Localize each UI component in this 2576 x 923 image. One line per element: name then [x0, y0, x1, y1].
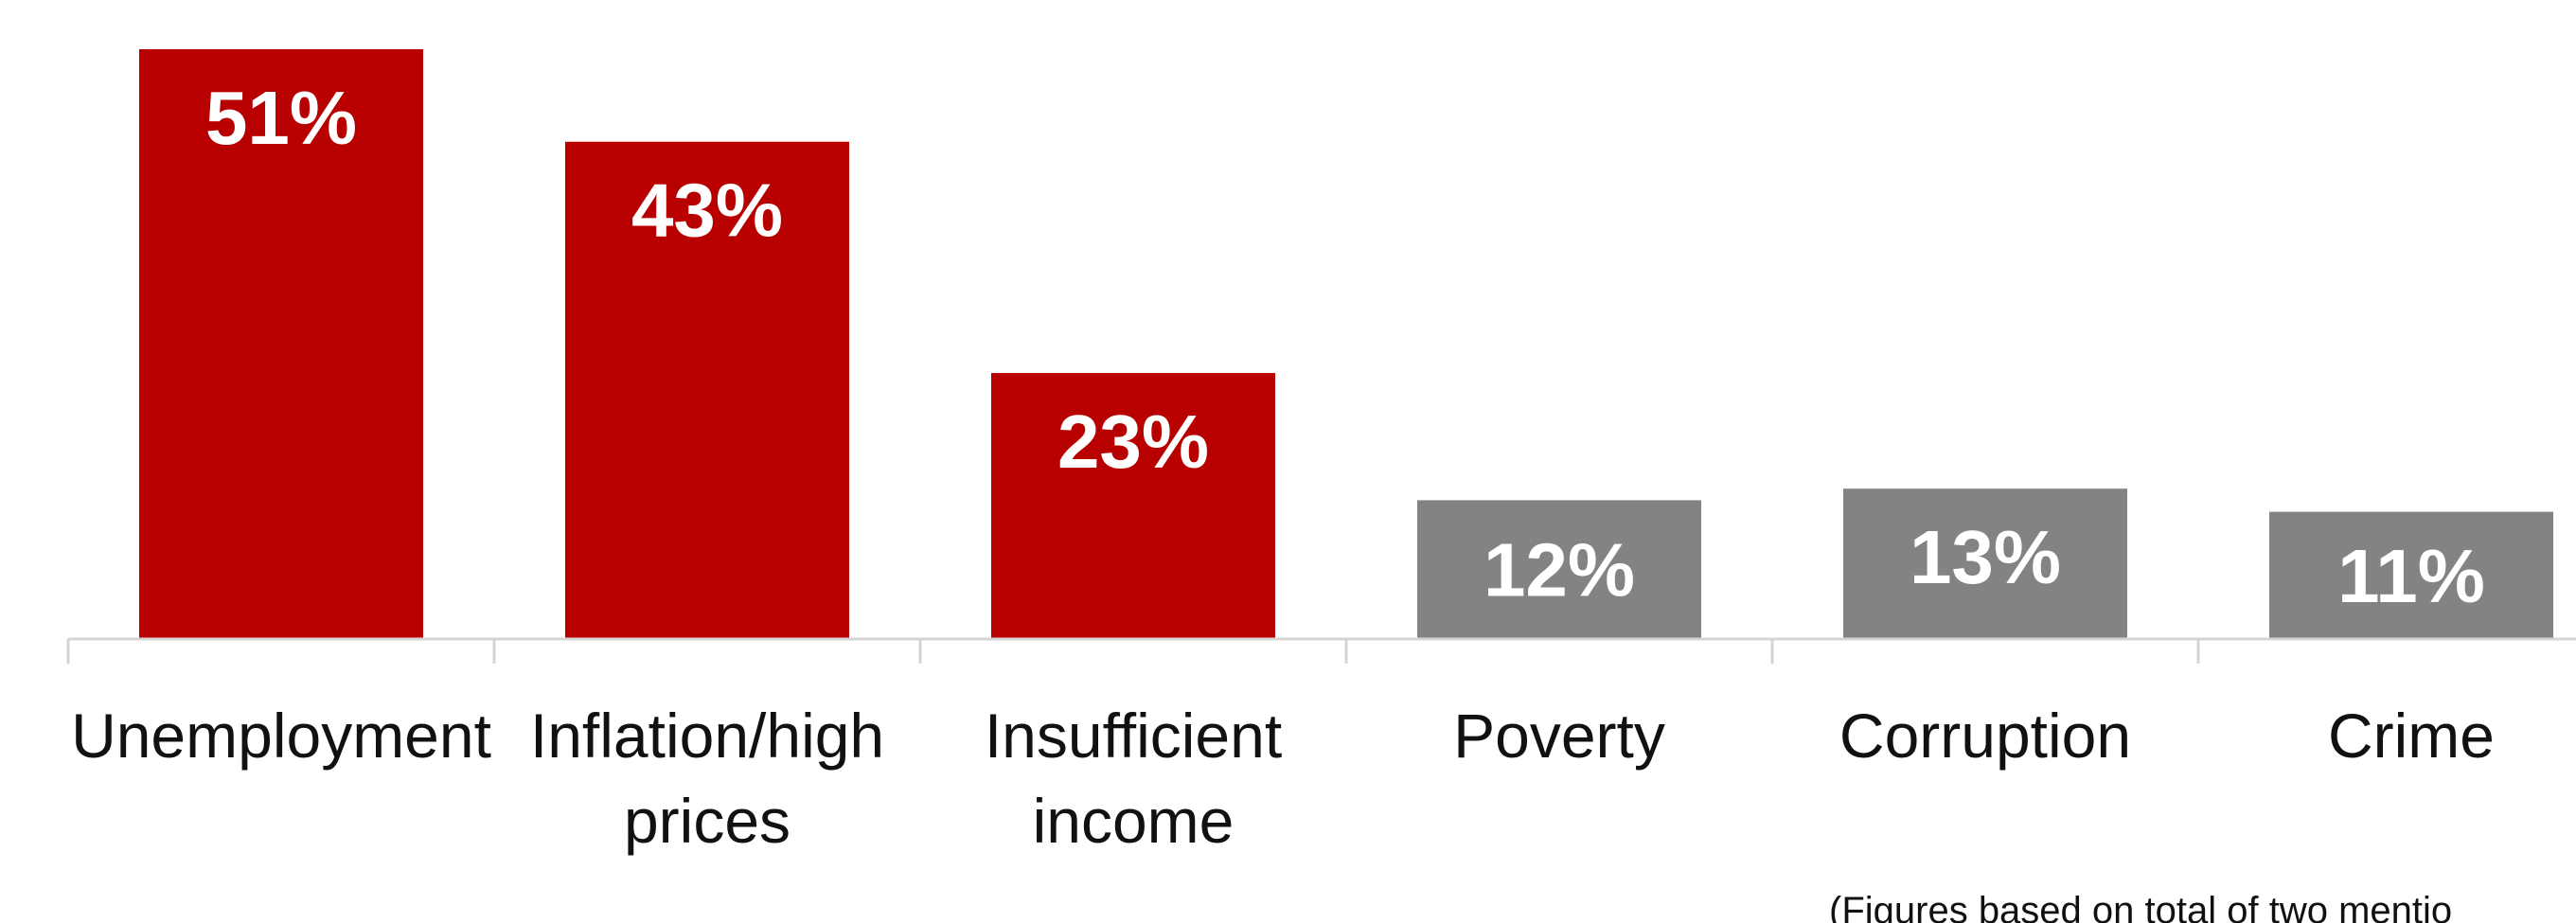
data-label: 23% [1057, 399, 1209, 484]
data-label: 12% [1483, 528, 1635, 612]
data-label: 11% [2337, 534, 2485, 618]
category-label: Corruption [1839, 701, 2131, 771]
category-label-line: Corruption [1839, 701, 2131, 771]
category-label: Inflation/high prices [530, 701, 884, 856]
footnote: (Figures based on total of two mentio [1829, 890, 2452, 923]
category-label-line: income [1033, 786, 1235, 856]
category-label: Unemployment [71, 701, 491, 771]
category-label-line: Poverty [1453, 701, 1665, 771]
bar [565, 141, 849, 640]
data-label: 51% [205, 76, 357, 160]
category-label-line: Unemployment [71, 701, 491, 771]
data-label: 43% [631, 169, 783, 253]
category-label-line: prices [624, 786, 791, 856]
bar [1417, 500, 1701, 639]
bar [2269, 511, 2553, 639]
data-label: 13% [1910, 515, 2061, 599]
category-label: Insufficient income [985, 701, 1282, 856]
category-label-line: Insufficient [985, 701, 1282, 771]
bar [1843, 488, 2127, 639]
category-label-line: Inflation/high [530, 701, 884, 771]
bar [991, 373, 1275, 639]
category-label: Poverty [1453, 701, 1665, 771]
category-label: Crime [2328, 701, 2495, 771]
bar [139, 49, 423, 639]
category-label-line: Crime [2328, 701, 2495, 771]
